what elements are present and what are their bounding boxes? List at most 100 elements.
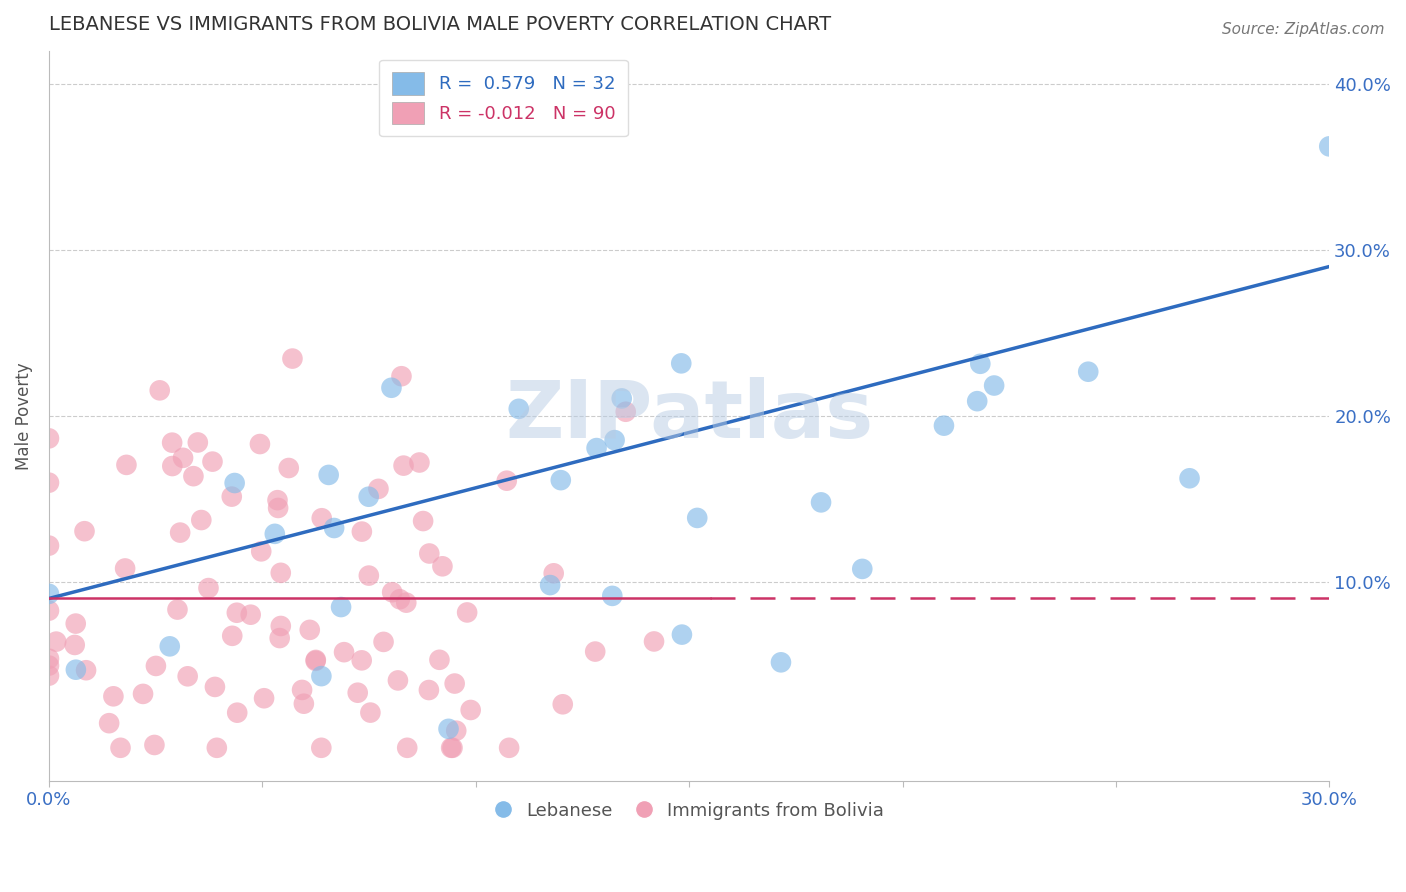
Point bbox=[408, 456, 430, 470]
Point bbox=[38, 475, 60, 490]
Point bbox=[966, 394, 988, 409]
Point bbox=[387, 673, 409, 688]
Point bbox=[550, 473, 572, 487]
Point bbox=[969, 357, 991, 371]
Point bbox=[270, 619, 292, 633]
Point bbox=[551, 698, 574, 712]
Point bbox=[396, 740, 419, 755]
Point bbox=[145, 659, 167, 673]
Point bbox=[769, 656, 792, 670]
Point bbox=[221, 490, 243, 504]
Point bbox=[583, 644, 606, 658]
Point bbox=[65, 663, 87, 677]
Point bbox=[226, 706, 249, 720]
Point bbox=[38, 539, 60, 553]
Point bbox=[98, 716, 121, 731]
Point bbox=[418, 547, 440, 561]
Point bbox=[169, 525, 191, 540]
Point bbox=[810, 495, 832, 509]
Point bbox=[103, 690, 125, 704]
Point bbox=[249, 437, 271, 451]
Point bbox=[63, 638, 86, 652]
Point bbox=[851, 562, 873, 576]
Point bbox=[671, 627, 693, 641]
Point bbox=[357, 490, 380, 504]
Point bbox=[318, 467, 340, 482]
Point bbox=[190, 513, 212, 527]
Point bbox=[149, 384, 172, 398]
Point bbox=[263, 526, 285, 541]
Point bbox=[437, 722, 460, 736]
Point bbox=[65, 616, 87, 631]
Point bbox=[250, 544, 273, 558]
Point bbox=[418, 683, 440, 698]
Point bbox=[983, 378, 1005, 392]
Point bbox=[585, 441, 607, 455]
Point bbox=[269, 631, 291, 645]
Point bbox=[357, 568, 380, 582]
Point bbox=[538, 578, 561, 592]
Point bbox=[350, 653, 373, 667]
Point bbox=[543, 566, 565, 581]
Point bbox=[115, 458, 138, 472]
Point bbox=[359, 706, 381, 720]
Point bbox=[932, 418, 955, 433]
Point bbox=[253, 691, 276, 706]
Point bbox=[224, 475, 246, 490]
Point bbox=[460, 703, 482, 717]
Point bbox=[1077, 365, 1099, 379]
Point bbox=[225, 606, 247, 620]
Point bbox=[205, 740, 228, 755]
Point bbox=[671, 356, 693, 370]
Point bbox=[443, 676, 465, 690]
Point bbox=[392, 458, 415, 473]
Point bbox=[266, 493, 288, 508]
Point bbox=[114, 561, 136, 575]
Point bbox=[441, 740, 464, 755]
Y-axis label: Male Poverty: Male Poverty bbox=[15, 362, 32, 470]
Point bbox=[38, 668, 60, 682]
Point bbox=[160, 435, 183, 450]
Point bbox=[267, 500, 290, 515]
Point bbox=[432, 559, 454, 574]
Point bbox=[143, 738, 166, 752]
Point bbox=[381, 585, 404, 599]
Point bbox=[429, 653, 451, 667]
Point bbox=[239, 607, 262, 622]
Point bbox=[298, 623, 321, 637]
Point bbox=[305, 653, 328, 667]
Point bbox=[187, 435, 209, 450]
Point bbox=[498, 740, 520, 755]
Point bbox=[444, 723, 467, 738]
Point bbox=[388, 592, 411, 607]
Point bbox=[412, 514, 434, 528]
Point bbox=[346, 686, 368, 700]
Point bbox=[38, 658, 60, 673]
Point bbox=[456, 606, 478, 620]
Point bbox=[440, 740, 463, 755]
Point bbox=[367, 482, 389, 496]
Point bbox=[311, 740, 333, 755]
Point bbox=[281, 351, 304, 366]
Point bbox=[183, 469, 205, 483]
Point bbox=[176, 669, 198, 683]
Point bbox=[330, 600, 353, 615]
Point bbox=[373, 635, 395, 649]
Text: LEBANESE VS IMMIGRANTS FROM BOLIVIA MALE POVERTY CORRELATION CHART: LEBANESE VS IMMIGRANTS FROM BOLIVIA MALE… bbox=[49, 15, 831, 34]
Point bbox=[159, 640, 181, 654]
Point bbox=[380, 381, 402, 395]
Point bbox=[333, 645, 356, 659]
Point bbox=[38, 604, 60, 618]
Point bbox=[311, 669, 333, 683]
Text: ZIPatlas: ZIPatlas bbox=[505, 377, 873, 455]
Point bbox=[73, 524, 96, 539]
Point bbox=[197, 581, 219, 595]
Point bbox=[495, 474, 517, 488]
Point bbox=[508, 401, 530, 416]
Text: Source: ZipAtlas.com: Source: ZipAtlas.com bbox=[1222, 22, 1385, 37]
Point bbox=[270, 566, 292, 580]
Point bbox=[614, 405, 637, 419]
Point bbox=[643, 634, 665, 648]
Point bbox=[304, 654, 326, 668]
Point bbox=[277, 461, 299, 475]
